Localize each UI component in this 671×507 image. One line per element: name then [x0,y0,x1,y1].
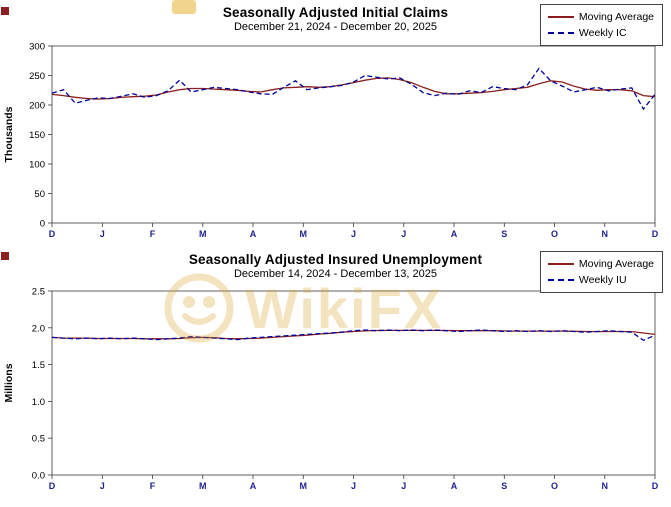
svg-text:J: J [401,229,406,239]
legend-label: Weekly IU [578,274,627,286]
svg-text:M: M [300,481,308,491]
svg-text:M: M [199,481,207,491]
svg-text:J: J [351,481,356,491]
legend-item-moving-average: Moving Average [547,256,654,272]
svg-text:N: N [602,481,609,491]
svg-text:F: F [150,481,156,491]
svg-text:O: O [551,481,558,491]
svg-text:D: D [652,229,659,239]
svg-text:F: F [150,229,156,239]
moving-average-line-swatch [547,16,574,18]
svg-text:0.5: 0.5 [32,434,45,445]
legend-item-weekly-iu: Weekly IU [547,272,654,288]
weekly-ic-line-swatch [547,32,574,34]
watermark-fragment [172,0,196,14]
svg-text:J: J [401,481,406,491]
svg-text:J: J [351,229,356,239]
svg-text:250: 250 [29,71,45,82]
chart-subtitle: December 14, 2024 - December 13, 2025 [233,268,437,280]
svg-text:2.5: 2.5 [32,287,45,298]
legend-label: Moving Average [578,258,654,270]
chart-title: Seasonally Adjusted Insured Unemployment [188,252,483,267]
svg-text:A: A [250,481,257,491]
moving-average-line-swatch [547,263,574,265]
svg-text:N: N [602,229,609,239]
svg-text:A: A [250,229,257,239]
svg-text:0: 0 [40,219,45,230]
svg-text:O: O [551,229,558,239]
svg-text:200: 200 [29,101,45,112]
svg-text:50: 50 [34,189,45,200]
legend-item-weekly-ic: Weekly IC [547,25,654,41]
svg-text:300: 300 [29,42,45,53]
svg-text:0.0: 0.0 [32,471,45,482]
insured-unemployment-plot: 0.0 0.5 1.0 1.5 2.0 2.5 D J F M A M J J A S O N D Millions [3,287,659,492]
svg-text:150: 150 [29,130,45,141]
svg-text:D: D [49,229,56,239]
legend-label: Weekly IC [578,27,627,39]
svg-text:1.0: 1.0 [32,397,45,408]
red-marker-top [1,7,9,15]
svg-text:M: M [300,229,308,239]
svg-text:M: M [199,229,207,239]
svg-text:2.0: 2.0 [32,323,45,334]
svg-text:Millions: Millions [3,363,15,402]
svg-text:1.5: 1.5 [32,360,45,371]
legend: Moving Average Weekly IU [539,251,663,293]
initial-claims-plot: 0 50 100 150 200 250 300 D J F M A M J J A S O N D Thousands [3,42,659,240]
red-marker-bottom [1,252,9,260]
initial-claims-chart: Seasonally Adjusted Initial Claims Decem… [0,0,671,247]
svg-text:A: A [451,481,458,491]
chart-subtitle: December 21, 2024 - December 20, 2025 [233,21,437,33]
legend-item-moving-average: Moving Average [547,9,654,25]
insured-unemployment-chart: Seasonally Adjusted Insured Unemployment… [0,247,671,507]
legend: Moving Average Weekly IC [539,4,663,46]
weekly-iu-line-swatch [547,279,574,281]
svg-text:J: J [100,481,105,491]
svg-text:S: S [501,229,507,239]
svg-text:S: S [501,481,507,491]
svg-text:D: D [652,481,659,491]
svg-text:J: J [100,229,105,239]
legend-label: Moving Average [578,11,654,23]
svg-text:100: 100 [29,160,45,171]
svg-text:Thousands: Thousands [3,106,15,162]
chart-title: Seasonally Adjusted Initial Claims [222,5,449,20]
svg-text:A: A [451,229,458,239]
svg-text:D: D [49,481,56,491]
